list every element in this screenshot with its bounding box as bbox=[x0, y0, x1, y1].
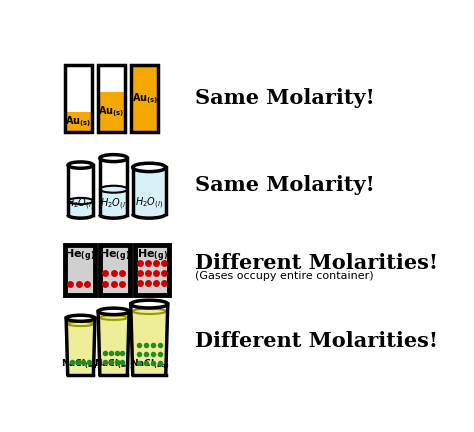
Bar bbox=[131, 65, 158, 132]
Ellipse shape bbox=[100, 186, 128, 193]
Text: Different Molarities!: Different Molarities! bbox=[195, 331, 438, 351]
Ellipse shape bbox=[100, 186, 128, 193]
Text: Same Molarity!: Same Molarity! bbox=[195, 175, 375, 195]
Ellipse shape bbox=[133, 163, 166, 172]
Ellipse shape bbox=[133, 210, 166, 218]
Text: $\mathbf{NaCl_{(aq)}}$: $\mathbf{NaCl_{(aq)}}$ bbox=[94, 358, 133, 371]
Text: $\mathbf{Au_{(s)}}$: $\mathbf{Au_{(s)}}$ bbox=[99, 105, 125, 119]
Bar bbox=[133, 311, 166, 375]
Bar bbox=[65, 65, 92, 132]
Text: $H_2O_{(l)}$: $H_2O_{(l)}$ bbox=[66, 197, 95, 213]
Bar bbox=[100, 245, 130, 295]
Ellipse shape bbox=[100, 314, 128, 321]
Text: $\mathbf{He_{(g)}}$: $\mathbf{He_{(g)}}$ bbox=[64, 248, 95, 264]
Bar bbox=[135, 245, 169, 295]
Ellipse shape bbox=[100, 315, 128, 320]
Ellipse shape bbox=[133, 308, 166, 314]
Ellipse shape bbox=[68, 198, 93, 204]
Ellipse shape bbox=[100, 211, 128, 218]
Ellipse shape bbox=[133, 163, 166, 172]
Bar bbox=[68, 201, 93, 215]
Bar bbox=[68, 324, 93, 375]
Text: $\mathbf{He_{(g)}}$: $\mathbf{He_{(g)}}$ bbox=[99, 248, 130, 264]
Ellipse shape bbox=[100, 155, 128, 162]
Text: $\mathbf{Au_{(s)}}$: $\mathbf{Au_{(s)}}$ bbox=[131, 91, 158, 105]
Bar bbox=[98, 92, 125, 132]
Ellipse shape bbox=[68, 212, 93, 218]
Bar bbox=[98, 65, 125, 132]
Text: (Gases occupy entire container): (Gases occupy entire container) bbox=[195, 271, 374, 281]
Text: $\mathbf{He_{(g)}}$: $\mathbf{He_{(g)}}$ bbox=[137, 248, 167, 264]
Bar bbox=[100, 318, 128, 375]
Text: Same Molarity!: Same Molarity! bbox=[195, 89, 375, 108]
Bar bbox=[131, 65, 158, 132]
Ellipse shape bbox=[68, 162, 93, 168]
Text: $H_2O_{(l)}$: $H_2O_{(l)}$ bbox=[135, 196, 164, 211]
Ellipse shape bbox=[66, 315, 95, 321]
Text: $\mathbf{NaCl_{(aq)}}$: $\mathbf{NaCl_{(aq)}}$ bbox=[129, 358, 169, 371]
Bar bbox=[65, 245, 95, 295]
Bar bbox=[65, 112, 92, 132]
Ellipse shape bbox=[68, 322, 93, 326]
Bar bbox=[100, 189, 128, 215]
Ellipse shape bbox=[68, 198, 93, 204]
Text: Different Molarities!: Different Molarities! bbox=[195, 253, 438, 273]
Text: $H_2O_{(l)}$: $H_2O_{(l)}$ bbox=[100, 197, 128, 212]
Text: $\mathbf{Au_{(s)}}$: $\mathbf{Au_{(s)}}$ bbox=[65, 114, 91, 129]
Ellipse shape bbox=[98, 308, 129, 314]
Ellipse shape bbox=[133, 308, 166, 315]
Ellipse shape bbox=[131, 300, 168, 308]
Bar bbox=[133, 167, 166, 214]
Ellipse shape bbox=[68, 321, 93, 327]
Text: $\mathbf{NaCl_{(aq)}}$: $\mathbf{NaCl_{(aq)}}$ bbox=[61, 358, 100, 371]
